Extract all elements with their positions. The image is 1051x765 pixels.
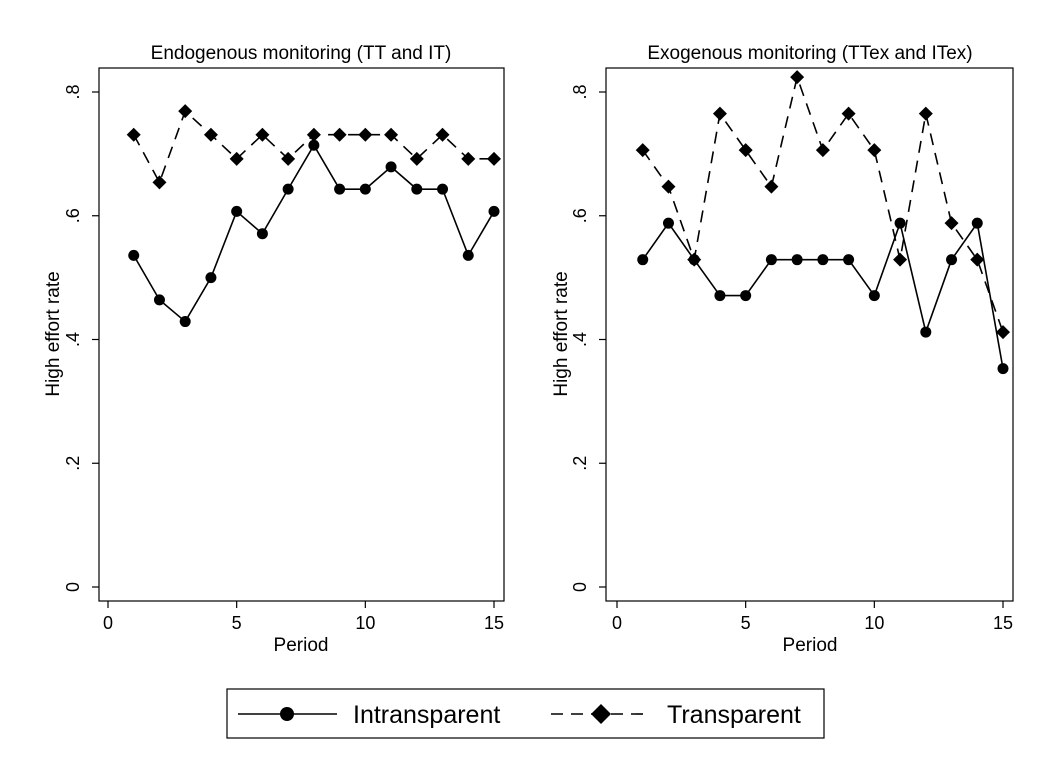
- data-point-transparent: [996, 325, 1010, 340]
- x-tick-label: 15: [484, 613, 504, 633]
- data-point-intransparent: [868, 290, 880, 302]
- data-point-transparent: [738, 143, 753, 158]
- data-point-intransparent: [920, 326, 932, 338]
- y-tick-label: .2: [63, 456, 83, 471]
- data-point-transparent: [409, 151, 424, 166]
- plot-frame: [605, 67, 1014, 602]
- data-point-intransparent: [256, 228, 268, 240]
- y-tick-label: .8: [570, 84, 590, 99]
- data-point-transparent: [281, 151, 296, 166]
- data-point-transparent: [358, 127, 373, 142]
- data-point-intransparent: [637, 254, 649, 266]
- data-point-intransparent: [946, 254, 958, 266]
- y-tick-label: .6: [570, 208, 590, 223]
- data-point-transparent: [893, 252, 908, 267]
- y-tick-label: .4: [570, 332, 590, 347]
- data-point-intransparent: [205, 272, 217, 284]
- y-tick-label: .4: [63, 332, 83, 347]
- x-tick-label: 0: [612, 613, 622, 633]
- y-tick-label: 0: [63, 582, 83, 592]
- data-point-transparent: [918, 106, 933, 121]
- chart-title: Exogenous monitoring (TTex and ITex): [647, 43, 972, 64]
- data-point-transparent: [384, 127, 399, 142]
- legend-marker-diamond: [591, 704, 611, 724]
- data-point-intransparent: [411, 183, 423, 195]
- data-point-transparent: [635, 143, 650, 158]
- data-point-intransparent: [714, 290, 726, 302]
- data-point-intransparent: [765, 254, 777, 266]
- y-tick-label: .8: [63, 84, 83, 99]
- x-tick-label: 0: [103, 613, 113, 633]
- legend-label-intransparent: Intransparent: [353, 701, 500, 729]
- data-point-transparent: [944, 216, 959, 231]
- data-point-intransparent: [437, 183, 449, 195]
- data-point-transparent: [461, 151, 476, 166]
- y-tick-label: .2: [570, 456, 590, 471]
- data-point-intransparent: [817, 254, 829, 266]
- data-point-intransparent: [791, 254, 803, 266]
- y-axis-label: High effort rate: [43, 271, 64, 396]
- data-point-transparent: [687, 252, 702, 267]
- data-point-intransparent: [894, 217, 906, 229]
- data-point-transparent: [487, 151, 501, 166]
- data-point-intransparent: [843, 254, 855, 266]
- data-point-transparent: [435, 127, 450, 142]
- data-point-intransparent: [971, 217, 983, 229]
- data-point-intransparent: [308, 139, 320, 151]
- data-point-transparent: [815, 143, 830, 158]
- legend: Intransparent Transparent: [226, 688, 825, 739]
- plot-frame: [98, 67, 505, 602]
- panel-endogenous: Endogenous monitoring (TT and IT) 0 .2 .4.…: [43, 43, 505, 656]
- data-point-transparent: [126, 127, 141, 142]
- data-point-intransparent: [153, 294, 165, 306]
- legend-marker-circle: [280, 707, 294, 721]
- chart-title: Endogenous monitoring (TT and IT): [151, 43, 452, 64]
- data-point-transparent: [306, 127, 321, 142]
- data-point-intransparent: [385, 161, 397, 173]
- x-tick-label: 5: [741, 613, 751, 633]
- data-point-transparent: [867, 143, 882, 158]
- data-point-transparent: [764, 179, 779, 194]
- data-point-transparent: [790, 70, 805, 85]
- y-tick-label: 0: [570, 582, 590, 592]
- data-point-transparent: [332, 127, 347, 142]
- data-point-intransparent: [231, 205, 243, 217]
- data-point-intransparent: [334, 183, 346, 195]
- data-point-intransparent: [128, 249, 140, 261]
- data-point-transparent: [661, 179, 676, 194]
- x-tick-label: 5: [232, 613, 242, 633]
- x-tick-label: 15: [993, 613, 1013, 633]
- data-point-intransparent: [359, 183, 371, 195]
- data-point-transparent: [970, 252, 985, 267]
- x-tick-label: 10: [355, 613, 375, 633]
- data-point-intransparent: [997, 363, 1009, 375]
- data-point-transparent: [203, 127, 218, 142]
- x-axis-label: Period: [274, 635, 329, 656]
- data-point-transparent: [178, 104, 193, 119]
- data-point-intransparent: [488, 205, 500, 217]
- x-tick-label: 10: [864, 613, 884, 633]
- y-axis-label: High effort rate: [551, 271, 572, 396]
- panel-exogenous: Exogenous monitoring (TTex and ITex) 0 .2…: [551, 43, 1014, 656]
- data-point-transparent: [255, 127, 270, 142]
- data-point-transparent: [841, 106, 856, 121]
- data-point-intransparent: [179, 316, 191, 328]
- y-tick-label: .6: [63, 208, 83, 223]
- data-point-intransparent: [282, 183, 294, 195]
- data-point-transparent: [229, 151, 244, 166]
- data-point-transparent: [152, 175, 167, 190]
- data-point-transparent: [712, 106, 727, 121]
- data-point-intransparent: [462, 249, 474, 261]
- data-point-intransparent: [740, 290, 752, 302]
- x-axis-label: Period: [783, 635, 838, 656]
- data-point-intransparent: [662, 217, 674, 229]
- legend-label-transparent: Transparent: [667, 701, 801, 729]
